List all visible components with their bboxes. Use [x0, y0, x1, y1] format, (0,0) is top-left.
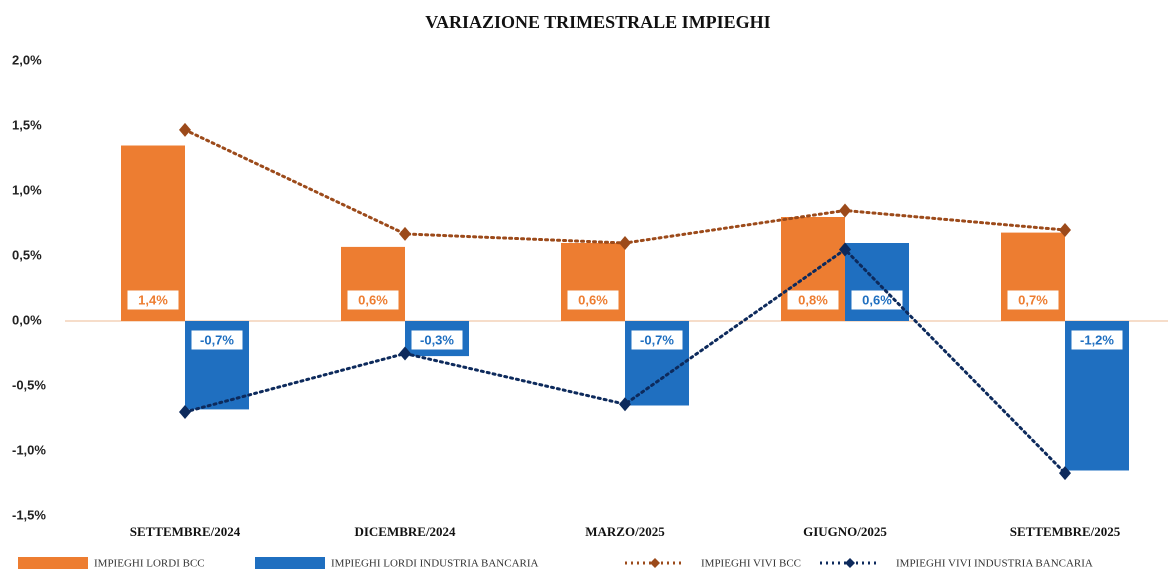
legend-label: IMPIEGHI LORDI INDUSTRIA BANCARIA [331, 558, 539, 570]
line-marker [839, 203, 851, 218]
x-tick-label: SETTEMBRE/2024 [130, 524, 241, 539]
legend-marker [845, 558, 855, 568]
y-tick-label: 0,0% [12, 312, 42, 327]
value-label-box [408, 327, 466, 353]
chart-title: VARIAZIONE TRIMESTRALE IMPIEGHI [425, 12, 770, 32]
line-marker [1059, 466, 1071, 481]
value-label-box [1004, 287, 1062, 313]
value-label-box [124, 287, 182, 313]
value-label-box [564, 287, 622, 313]
x-tick-label: DICEMBRE/2024 [354, 524, 456, 539]
line-marker [1059, 223, 1071, 237]
legend-label: IMPIEGHI VIVI INDUSTRIA BANCARIA [896, 558, 1093, 570]
x-tick-label: GIUGNO/2025 [803, 524, 887, 539]
line-marker [179, 122, 191, 137]
value-label: 0,6% [358, 292, 388, 307]
line-marker [619, 397, 631, 412]
line [183, 128, 1067, 245]
value-label: -0,7% [640, 332, 674, 347]
y-tick-label: 1,0% [12, 182, 42, 197]
value-label-box [1068, 327, 1126, 353]
legend-label: IMPIEGHI VIVI BCC [701, 558, 801, 570]
line-marker [399, 346, 411, 361]
value-label: 0,7% [1018, 292, 1048, 307]
x-tick-label: SETTEMBRE/2025 [1010, 524, 1121, 539]
line-marker [839, 242, 851, 257]
legend-label: IMPIEGHI LORDI BCC [94, 558, 205, 570]
y-tick-label: 1,5% [12, 117, 42, 132]
legend-swatch [255, 557, 325, 569]
line-marker [399, 226, 411, 241]
value-label: 1,4% [138, 292, 168, 307]
legend-swatch [18, 557, 88, 569]
legend-marker [650, 558, 660, 568]
value-label-box [784, 287, 842, 313]
y-tick-label: 2,0% [12, 52, 42, 67]
line-marker [619, 236, 631, 250]
x-tick-label: MARZO/2025 [585, 524, 665, 539]
value-label-box [628, 327, 686, 353]
value-label: -1,2% [1080, 332, 1114, 347]
value-label: 0,6% [862, 292, 892, 307]
line-marker [179, 405, 191, 419]
value-label: 0,8% [798, 292, 828, 307]
y-tick-label: -1,0% [12, 442, 46, 457]
value-label-box [344, 287, 402, 313]
value-label-box [188, 327, 246, 353]
y-tick-label: -0,5% [12, 377, 46, 392]
y-tick-label: 0,5% [12, 247, 42, 262]
value-label: -0,3% [420, 332, 454, 347]
value-label: 0,6% [578, 292, 608, 307]
value-label: -0,7% [200, 332, 234, 347]
y-tick-label: -1,5% [12, 507, 46, 522]
